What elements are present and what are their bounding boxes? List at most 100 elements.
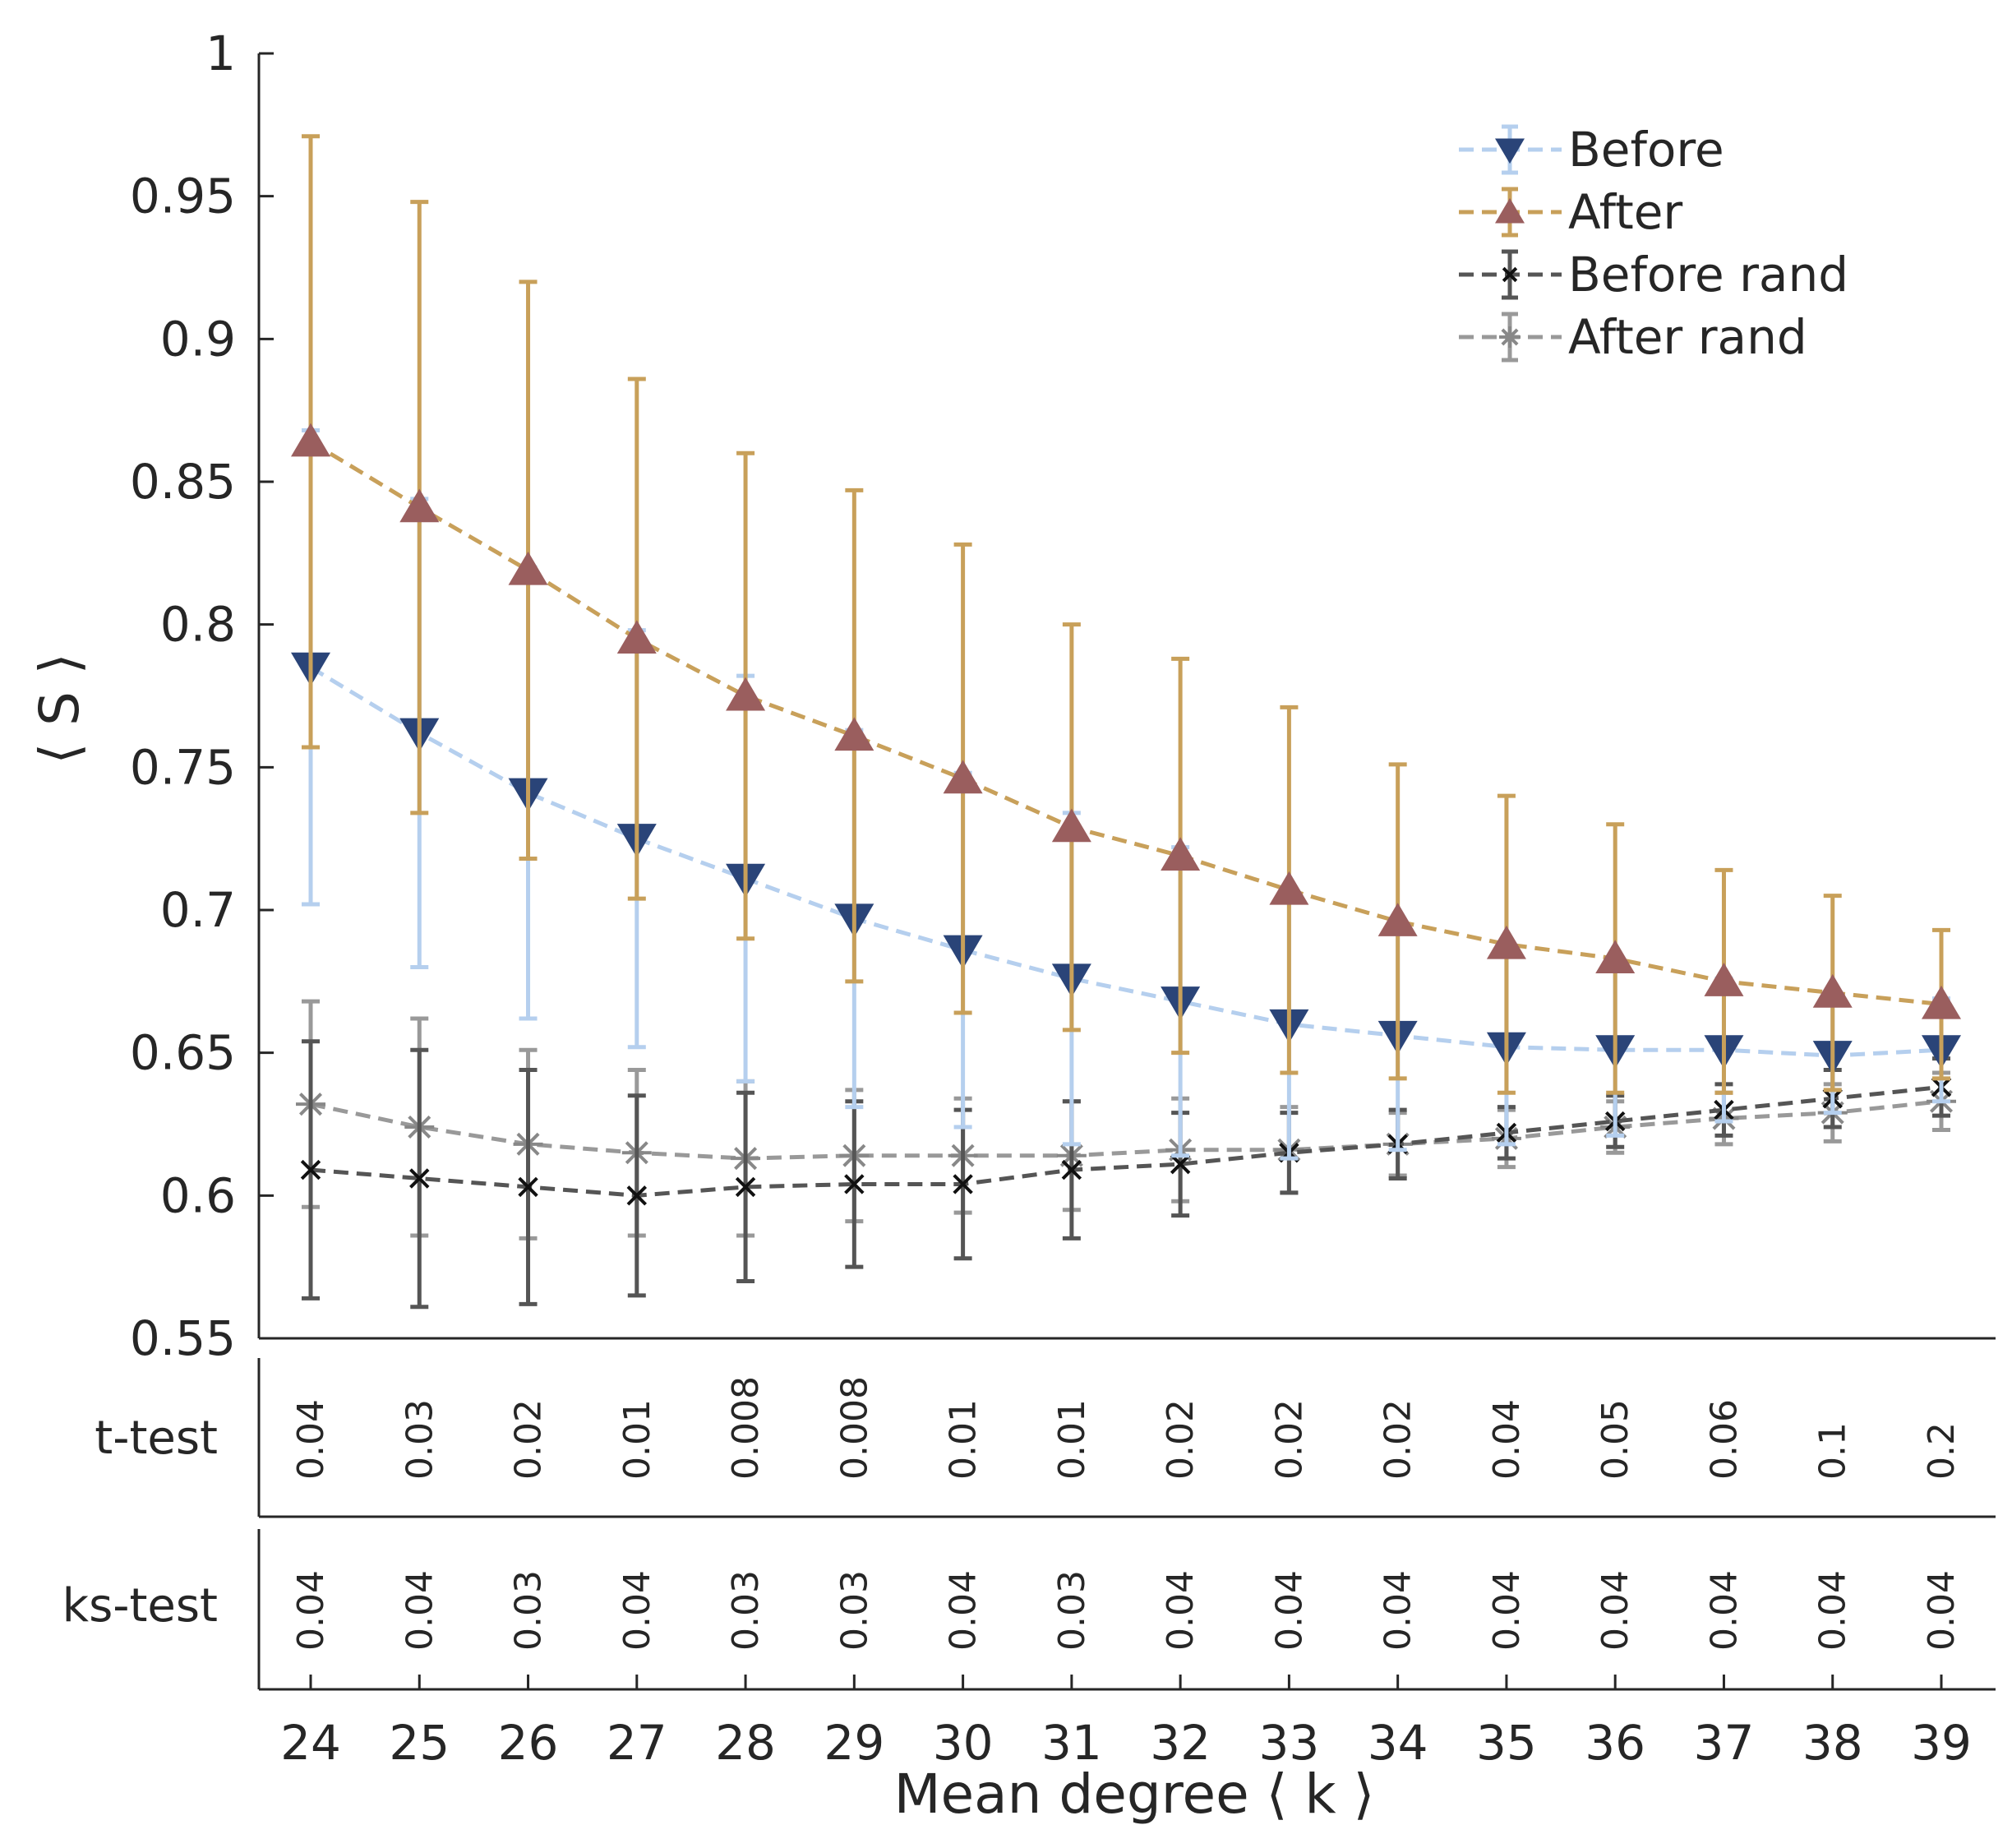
data-point [1922,985,1961,1019]
data-point [1269,871,1309,905]
y-axis-title: ⟨ S ⟩ [28,653,91,764]
y-tick-label: 0.6 [160,1167,236,1223]
pvalue-cell: 0.04 [1812,1570,1854,1651]
legend-label: Before [1568,122,1724,178]
pvalue-row-label: ks-test [62,1579,218,1633]
pvalue-cell: 0.04 [616,1570,658,1651]
legend-item-before: Before [1459,122,1724,178]
pvalue-cell: 0.02 [508,1399,550,1480]
data-point [626,1185,648,1206]
pvalue-cell: 0.008 [833,1376,875,1480]
legend-item-before-rand: Before rand [1459,247,1848,303]
pvalue-cell: 0.04 [1486,1399,1528,1480]
data-point [1486,925,1526,959]
x-tick-label: 25 [389,1715,450,1771]
pvalue-cell: 0.01 [1051,1399,1093,1480]
pvalue-cell: 0.04 [1160,1570,1202,1651]
x-tick-label: 32 [1150,1715,1211,1771]
pvalue-cell: 0.02 [1160,1399,1202,1480]
marker-stroke [1061,1159,1082,1180]
pvalue-cell: 0.03 [725,1570,767,1651]
marker-stroke [1502,266,1518,283]
data-point [300,1159,321,1180]
pvalue-cell: 0.1 [1812,1422,1854,1480]
legend-marker [1502,266,1518,283]
legend-item-after-rand: After rand [1459,309,1807,365]
y-tick-label: 1 [205,25,236,81]
data-point [953,1174,973,1194]
data-point [1377,903,1418,936]
data-point [291,423,330,457]
data-point [1704,963,1744,996]
pvalue-cell: 0.04 [1921,1570,1963,1651]
series-after [291,134,1961,1095]
y-tick-label: 0.8 [160,597,236,653]
data-point [508,551,548,585]
data-point [726,677,766,711]
x-tick-label: 24 [280,1715,341,1771]
pvalue-cell: 0.02 [1268,1399,1310,1480]
x-tick-label: 36 [1585,1715,1645,1771]
marker-stroke [735,1176,756,1198]
marker-stroke [409,1168,430,1189]
x-tick-label: 28 [715,1715,776,1771]
legend-marker [1499,326,1521,348]
pvalue-cell: 0.2 [1921,1422,1963,1480]
series-before [291,427,1961,1161]
pvalue-cell: 0.02 [1377,1399,1419,1480]
x-tick-label: 33 [1258,1715,1319,1771]
series-line [309,665,1942,1058]
data-point [616,620,657,654]
legend-label: After [1568,184,1682,240]
pvalue-row-label: t-test [95,1411,218,1465]
marker-stroke [953,1174,973,1194]
legend-marker [1495,197,1525,224]
series-layer [291,134,1961,1310]
pvalue-cell: 0.03 [399,1399,441,1480]
marker-stroke [844,1174,865,1194]
series-line [310,1084,1942,1198]
pvalue-cell: 0.01 [616,1399,658,1480]
pvalue-panel-ttest: t-test 0.04 0.03 0.02 0.01 0.008 0.008 0.01 0.01… [95,1358,1996,1518]
x-tick-label: 37 [1694,1715,1755,1771]
data-point [735,1176,756,1198]
x-tick-label: 38 [1802,1715,1863,1771]
x-tick-label: 34 [1368,1715,1428,1771]
x-tick-label: 27 [607,1715,667,1771]
x-tick-label: 26 [498,1715,559,1771]
marker-stroke [626,1185,648,1206]
pvalue-cell: 0.008 [725,1376,767,1480]
data-point [844,1174,865,1194]
pvalue-cell: 0.04 [1594,1570,1636,1651]
data-point [943,760,983,794]
data-point [1161,837,1201,871]
pvalue-cell: 0.03 [508,1570,550,1651]
data-point [1595,940,1636,974]
series-line [309,440,1942,1007]
x-tick-label: 31 [1041,1715,1102,1771]
data-point [834,717,874,751]
series-before-rand [300,1039,1952,1310]
y-tick-label: 0.95 [130,169,236,224]
pvalue-cell: 0.03 [1051,1570,1093,1651]
y-tick-label: 0.7 [160,882,236,938]
pvalue-cell: 0.04 [1377,1570,1419,1651]
legend: Before After Before rand After rand [1459,122,1848,365]
legend-label: After rand [1568,309,1807,365]
y-tick-label: 0.85 [130,454,236,510]
data-point [1061,1159,1082,1180]
x-axis-title: Mean degree ⟨ k ⟩ [894,1763,1375,1826]
pvalue-cell: 0.04 [1486,1570,1528,1651]
y-tick-label: 0.9 [160,311,236,367]
pvalue-panel-kstest: ks-test 0.04 0.04 0.03 0.04 0.03 0.03 0.04 0.03 0… [62,1529,1996,1691]
pvalue-cell: 0.03 [833,1570,875,1651]
data-point [1812,973,1853,1008]
marker-stroke [300,1159,321,1180]
legend-label: Before rand [1568,247,1848,303]
data-point [1170,1153,1191,1175]
y-tick-label: 0.65 [130,1025,236,1081]
x-tick-label: 35 [1476,1715,1537,1771]
legend-item-after: After [1459,184,1682,240]
series-line [310,1099,1942,1161]
x-tick-label: 29 [824,1715,884,1771]
